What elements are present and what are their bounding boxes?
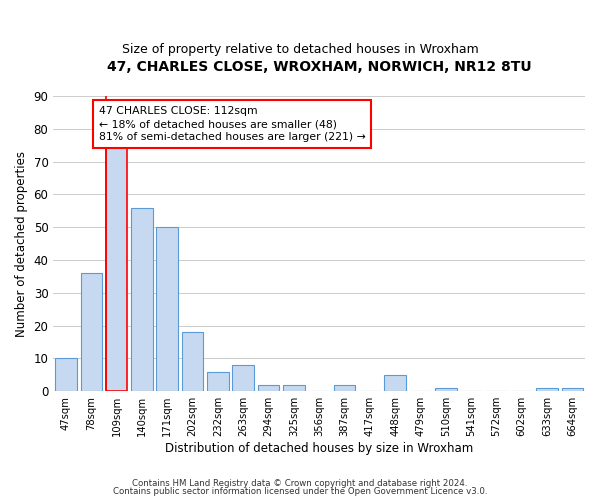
Bar [283,384,305,391]
Bar [106,145,127,391]
Bar [385,375,406,391]
Bar [55,358,77,391]
Bar [80,273,102,391]
Bar [258,384,279,391]
Bar [207,372,229,391]
Bar [334,384,355,391]
Text: 47 CHARLES CLOSE: 112sqm
← 18% of detached houses are smaller (48)
81% of semi-d: 47 CHARLES CLOSE: 112sqm ← 18% of detach… [99,106,365,142]
Text: Contains HM Land Registry data © Crown copyright and database right 2024.: Contains HM Land Registry data © Crown c… [132,478,468,488]
Bar [157,227,178,391]
Bar [232,365,254,391]
Text: Size of property relative to detached houses in Wroxham: Size of property relative to detached ho… [122,42,478,56]
Title: 47, CHARLES CLOSE, WROXHAM, NORWICH, NR12 8TU: 47, CHARLES CLOSE, WROXHAM, NORWICH, NR1… [107,60,532,74]
Text: Contains public sector information licensed under the Open Government Licence v3: Contains public sector information licen… [113,487,487,496]
X-axis label: Distribution of detached houses by size in Wroxham: Distribution of detached houses by size … [165,442,473,455]
Y-axis label: Number of detached properties: Number of detached properties [15,150,28,336]
Bar [435,388,457,391]
Bar [131,208,152,391]
Bar [182,332,203,391]
Bar [536,388,558,391]
Bar [562,388,583,391]
